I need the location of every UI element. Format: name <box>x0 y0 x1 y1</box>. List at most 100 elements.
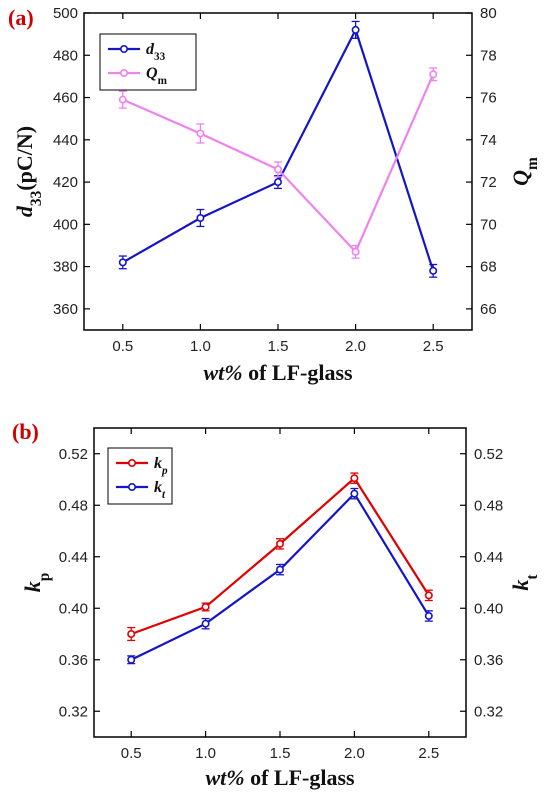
data-point <box>429 266 438 275</box>
legend-label: d33 <box>146 41 166 63</box>
y-tick-label-left: 500 <box>53 5 78 22</box>
y-axis-label-left-sub: p <box>36 573 53 582</box>
data-point <box>273 178 282 187</box>
legend-box <box>99 33 197 91</box>
panel-label: (a) <box>8 5 34 30</box>
x-axis-label-rest: of LF-glass <box>243 360 353 385</box>
legend-label-sub: 33 <box>154 51 166 63</box>
y-tick-label-right: 72 <box>480 174 497 191</box>
x-tick-label: 2.5 <box>423 338 444 355</box>
y-axis-label-left-sub: 33 <box>28 190 45 206</box>
y-tick-label-right: 68 <box>480 259 497 276</box>
legend-label: kt <box>154 479 166 501</box>
legend-marker <box>120 44 129 53</box>
legend-label-sub: p <box>161 465 168 477</box>
legend-label-sub: m <box>158 75 168 87</box>
x-axis-label: wt% of LF-glass <box>205 765 355 790</box>
y-tick-label-left: 0.36 <box>59 652 88 669</box>
data-point <box>196 213 205 222</box>
y-tick-label-left: 400 <box>53 216 78 233</box>
y-tick-label-right: 0.48 <box>474 497 503 514</box>
y-axis-label-right-main: k <box>508 580 533 591</box>
data-point <box>127 629 136 638</box>
x-axis-label-rest: of LF-glass <box>245 765 355 790</box>
legend-label: Qm <box>146 65 168 87</box>
legend-label-main: k <box>154 479 162 496</box>
y-axis-label-left-main: d <box>12 205 37 217</box>
y-tick-label-right: 80 <box>480 5 497 22</box>
data-point <box>424 611 433 620</box>
data-point <box>275 565 284 574</box>
x-tick-label: 1.5 <box>268 338 289 355</box>
data-point <box>196 129 205 138</box>
legend-marker <box>120 69 129 78</box>
x-tick-label: 1.0 <box>190 338 211 355</box>
y-axis-label-right: kt <box>508 574 541 591</box>
y-tick-label-left: 380 <box>53 259 78 276</box>
y-tick-label-left: 0.40 <box>59 600 88 617</box>
y-tick-label-right: 74 <box>480 132 497 149</box>
chart-panel-1: (a) 0.5 1.0 1.5 2.0 2.5 360 380 400 420 440 460 480 5… <box>8 5 541 385</box>
x-tick-label: 1.0 <box>195 745 216 762</box>
y-tick-label-left: 0.44 <box>59 549 88 566</box>
y-axis-label-left: kp <box>20 573 53 593</box>
series-line-2 <box>130 491 430 661</box>
x-tick-label: 2.5 <box>418 745 439 762</box>
data-point <box>351 247 360 256</box>
data-point <box>424 591 433 600</box>
y-axis-label-left-main: k <box>20 581 45 592</box>
x-axis-label: wt% of LF-glass <box>203 360 353 385</box>
y-axis-label-right-sub: m <box>524 157 541 170</box>
chart-panel-2: (b) 0.5 1.0 1.5 2.0 2.5 0.32 0.36 0.40 0.44 0.48 0.… <box>12 419 541 790</box>
y-tick-label-left: 360 <box>53 301 78 318</box>
legend-label-sub: t <box>162 489 166 501</box>
y-tick-label-left: 460 <box>53 90 78 107</box>
legend-label-main: d <box>146 41 155 58</box>
x-tick-label: 1.5 <box>270 745 291 762</box>
y-tick-label-left: 0.52 <box>59 446 88 463</box>
y-axis-label-left: d33(pC/N) <box>12 126 45 217</box>
y-tick-label-left: 0.32 <box>59 703 88 720</box>
y-tick-label-right: 0.52 <box>474 446 503 463</box>
y-tick-label-right: 0.44 <box>474 549 503 566</box>
series-line-1 <box>130 476 430 636</box>
data-point <box>350 489 359 498</box>
x-axis-label-italic: wt% <box>205 765 244 790</box>
data-point <box>201 602 210 611</box>
data-point <box>351 25 360 34</box>
legend-box <box>107 447 173 505</box>
y-axis-label-left-rest: (pC/N) <box>12 126 37 191</box>
data-point <box>429 70 438 79</box>
x-tick-label: 2.0 <box>344 745 365 762</box>
legend-marker <box>128 482 137 491</box>
y-axis-label-right-sub: t <box>524 574 541 580</box>
y-tick-label-left: 0.48 <box>59 497 88 514</box>
x-tick-label: 2.0 <box>345 338 366 355</box>
y-tick-label-left: 440 <box>53 132 78 149</box>
y-tick-label-left: 480 <box>53 47 78 64</box>
y-tick-label-right: 70 <box>480 216 497 233</box>
data-point <box>275 539 284 548</box>
y-tick-label-right: 66 <box>480 301 497 318</box>
y-tick-label-right: 78 <box>480 47 497 64</box>
data-point <box>201 619 210 628</box>
legend-label-main: k <box>154 455 162 472</box>
data-point <box>350 474 359 483</box>
data-point <box>118 95 127 104</box>
data-point <box>273 165 282 174</box>
y-axis-label-right: Qm <box>508 157 541 186</box>
x-axis-label-italic: wt% <box>203 360 242 385</box>
data-point <box>127 655 136 664</box>
y-tick-label-right: 0.32 <box>474 703 503 720</box>
y-tick-label-right: 0.40 <box>474 600 503 617</box>
y-axis-label-right-main: Q <box>508 170 533 186</box>
legend-label: kp <box>154 455 168 477</box>
x-tick-label: 0.5 <box>112 338 133 355</box>
legend-label-main: Q <box>146 65 158 82</box>
y-tick-label-left: 420 <box>53 174 78 191</box>
y-tick-label-right: 76 <box>480 90 497 107</box>
data-point <box>118 258 127 267</box>
panel-label: (b) <box>12 419 39 444</box>
legend-marker <box>128 458 137 467</box>
